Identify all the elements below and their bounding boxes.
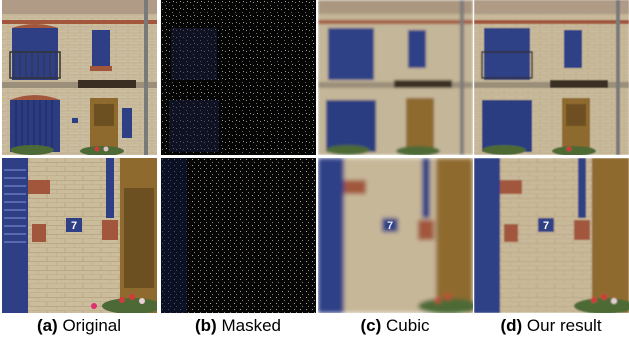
caption-our-result: (d) Our result	[471, 316, 629, 336]
caption-tag: (c)	[360, 316, 382, 335]
caption-text: Original	[62, 316, 122, 335]
caption-tag: (b)	[195, 316, 217, 335]
image-cubic-closeup: 7	[318, 158, 473, 313]
image-masked-facade	[161, 0, 316, 155]
caption-text: Masked	[221, 316, 281, 335]
image-result-closeup: 7	[474, 158, 629, 313]
house-number-sign: 7	[71, 220, 77, 232]
house-number-sign: 7	[543, 220, 549, 232]
caption-tag: (a)	[36, 316, 58, 335]
caption-text: Our result	[526, 316, 602, 335]
caption-text: Cubic	[386, 316, 430, 335]
caption-masked: (b) Masked	[158, 316, 318, 336]
image-masked-closeup	[161, 158, 316, 313]
house-number-sign: 7	[387, 220, 393, 232]
image-original-closeup: 7	[2, 158, 157, 313]
image-result-facade	[474, 0, 629, 155]
caption-original: (a) Original	[0, 316, 159, 336]
caption-tag: (d)	[500, 316, 523, 335]
caption-cubic: (c) Cubic	[315, 316, 475, 336]
image-original-facade	[2, 0, 157, 155]
image-cubic-facade	[318, 0, 473, 155]
